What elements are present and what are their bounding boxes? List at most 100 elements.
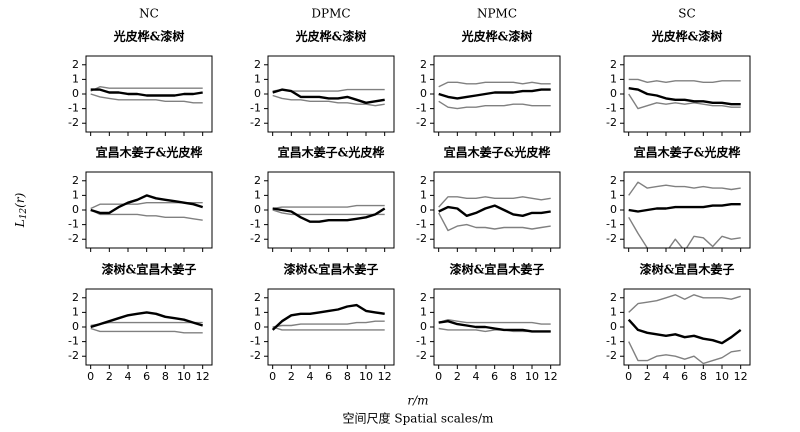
plot-frame	[433, 288, 561, 366]
y-tick-label: 2	[254, 174, 261, 187]
panel-title: 光皮桦&漆树	[651, 29, 723, 44]
plot-frame	[623, 55, 751, 133]
y-tick-label: 1	[254, 72, 261, 85]
y-tick-label: -2	[606, 232, 617, 245]
y-tick-label: 0	[72, 320, 79, 333]
y-tick-label: 0	[610, 87, 617, 100]
column-title: NPMC	[477, 7, 517, 21]
plot-frame	[85, 55, 213, 133]
y-label-suffix: (r)	[13, 192, 27, 207]
plot-area	[90, 311, 204, 334]
panel-title: 光皮桦&漆树	[113, 29, 185, 44]
y-tick-label: 1	[254, 188, 261, 201]
plot-area	[90, 194, 204, 221]
y-tick-label: 2	[72, 291, 79, 304]
y-tick-label: 1	[72, 305, 79, 318]
x-tick-label: 8	[162, 370, 169, 383]
x-tick-label: 2	[644, 370, 651, 383]
y-tick-label: 0	[420, 203, 427, 216]
y-tick-label: 0	[610, 320, 617, 333]
envelope-line	[90, 327, 203, 334]
observed-line	[271, 303, 385, 331]
y-tick-label: 2	[420, 58, 427, 71]
x-tick-label: 12	[378, 370, 392, 383]
y-tick-label: -2	[250, 349, 261, 362]
panel-title: 宜昌木姜子&光皮桦	[634, 145, 741, 160]
observed-line	[90, 311, 204, 329]
envelope-line	[272, 204, 385, 210]
y-tick-label: 2	[420, 291, 427, 304]
envelope-line	[90, 321, 203, 327]
y-tick-label: -1	[68, 102, 79, 115]
x-tick-label: 4	[473, 370, 480, 383]
observed-line	[272, 207, 386, 223]
y-tick-label: 1	[610, 188, 617, 201]
panel-title: 宜昌木姜子&光皮桦	[444, 145, 551, 160]
envelope-line	[438, 319, 551, 325]
plot-area	[438, 81, 551, 110]
plot-area	[438, 196, 551, 232]
observed-line	[272, 88, 385, 104]
y-tick-label: 2	[610, 58, 617, 71]
y-tick-label: -2	[68, 116, 79, 129]
plot-frame	[267, 55, 395, 133]
x-tick-label: 12	[196, 370, 210, 383]
envelope-line	[272, 94, 385, 107]
x-tick-label: 12	[734, 370, 748, 383]
panel-title: 漆树&宜昌木姜子	[450, 262, 545, 277]
y-tick-label: -2	[68, 349, 79, 362]
x-tick-label: 8	[700, 370, 707, 383]
y-tick-label: 0	[72, 203, 79, 216]
envelope-line	[90, 93, 203, 104]
y-tick-label: 2	[610, 291, 617, 304]
x-tick-label: 6	[681, 370, 688, 383]
observed-line	[438, 88, 551, 100]
observed-line	[438, 204, 551, 217]
x-tick-label: 10	[359, 370, 373, 383]
panel-title: 漆树&宜昌木姜子	[102, 262, 197, 277]
envelope-line	[628, 341, 741, 365]
y-tick-label: -1	[68, 335, 79, 348]
y-tick-label: -1	[416, 218, 427, 231]
y-tick-label: 2	[72, 174, 79, 187]
observed-line	[628, 203, 741, 213]
envelope-line	[628, 78, 741, 83]
column-title: SC	[678, 7, 695, 21]
x-tick-label: 8	[510, 370, 517, 383]
y-tick-label: -1	[250, 102, 261, 115]
observed-line	[90, 194, 204, 215]
plot-frame	[623, 171, 751, 249]
x-tick-label: 0	[625, 370, 632, 383]
y-tick-label: -1	[606, 335, 617, 348]
y-tick-label: 1	[420, 72, 427, 85]
y-axis-label: L12(r)	[13, 192, 29, 228]
y-tick-label: -2	[416, 349, 427, 362]
y-tick-label: -2	[250, 116, 261, 129]
panel-title: 宜昌木姜子&光皮桦	[278, 145, 385, 160]
envelope-line	[272, 326, 385, 331]
x-tick-label: 4	[663, 370, 670, 383]
plot-area	[272, 204, 386, 223]
x-tick-label: 0	[269, 370, 276, 383]
plot-area	[627, 294, 742, 365]
y-tick-label: 0	[254, 87, 261, 100]
y-tick-label: 0	[420, 87, 427, 100]
x-tick-label: 10	[715, 370, 729, 383]
plot-area	[272, 88, 385, 107]
y-tick-label: 0	[254, 203, 261, 216]
envelope-line	[438, 81, 551, 88]
y-tick-label: 0	[72, 87, 79, 100]
x-tick-label: 2	[288, 370, 295, 383]
column-title: DPMC	[311, 7, 350, 21]
panel-title: 漆树&宜昌木姜子	[284, 262, 379, 277]
y-tick-label: 0	[420, 320, 427, 333]
x-tick-label: 10	[525, 370, 539, 383]
panel-title: 光皮桦&漆树	[295, 29, 367, 44]
y-tick-label: 1	[610, 305, 617, 318]
x-tick-label: 6	[491, 370, 498, 383]
envelope-line	[272, 320, 385, 328]
y-tick-label: -2	[416, 232, 427, 245]
envelope-line	[438, 196, 551, 208]
plot-frame	[433, 55, 561, 133]
